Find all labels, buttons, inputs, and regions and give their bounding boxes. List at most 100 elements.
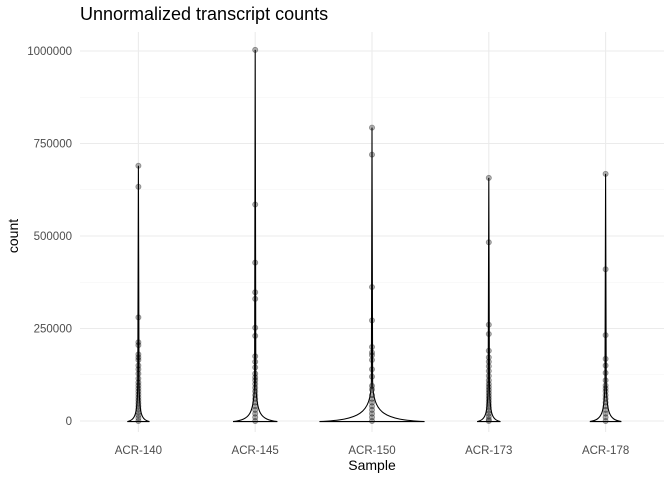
y-axis-title: count — [5, 219, 21, 253]
data-point — [368, 399, 375, 406]
data-point — [368, 151, 375, 158]
data-point — [135, 370, 142, 377]
data-point — [485, 331, 492, 338]
data-point — [252, 417, 259, 424]
data-point — [135, 356, 142, 363]
data-point — [485, 358, 492, 365]
data-point — [368, 343, 375, 350]
data-point — [368, 349, 375, 356]
chart-title: Unnormalized transcript counts — [80, 4, 328, 24]
x-axis-title: Sample — [348, 457, 396, 473]
data-point — [135, 314, 142, 321]
data-point — [135, 397, 142, 404]
data-point — [252, 259, 259, 266]
data-point — [135, 403, 142, 410]
data-point — [602, 170, 609, 177]
data-point — [485, 174, 492, 181]
data-point — [135, 362, 142, 369]
data-point — [252, 380, 259, 387]
data-point — [252, 406, 259, 413]
data-point — [135, 354, 142, 361]
y-tick-label: 1000000 — [27, 46, 72, 58]
data-point — [602, 332, 609, 339]
data-point — [252, 374, 259, 381]
data-point — [602, 355, 609, 362]
data-points — [135, 46, 609, 424]
data-point — [485, 401, 492, 408]
data-point — [485, 377, 492, 384]
data-point — [368, 356, 375, 363]
data-point — [135, 385, 142, 392]
data-point — [252, 358, 259, 365]
data-point — [135, 391, 142, 398]
data-point — [252, 388, 259, 395]
data-point — [252, 384, 259, 391]
y-axis-tick-labels: 0 250000 500000 750000 1000000 — [27, 46, 72, 428]
data-point — [485, 372, 492, 379]
x-tick-label: ACR-140 — [115, 445, 162, 457]
data-point — [368, 410, 375, 417]
data-point — [485, 395, 492, 402]
data-point — [485, 404, 492, 411]
data-point — [602, 414, 609, 421]
data-point — [602, 403, 609, 410]
data-point — [252, 414, 259, 421]
data-point — [485, 413, 492, 420]
data-point — [368, 392, 375, 399]
data-point — [135, 409, 142, 416]
data-point — [368, 417, 375, 424]
data-point — [602, 406, 609, 413]
data-point — [135, 400, 142, 407]
x-tick-label: ACR-178 — [582, 445, 629, 457]
data-point — [602, 388, 609, 395]
data-point — [252, 392, 259, 399]
data-point — [368, 395, 375, 402]
data-point — [252, 399, 259, 406]
x-tick-label: ACR-145 — [232, 445, 279, 457]
data-point — [485, 392, 492, 399]
x-tick-label: ACR-173 — [465, 445, 512, 457]
data-point — [368, 124, 375, 131]
data-point — [485, 347, 492, 354]
data-point — [135, 388, 142, 395]
data-point — [252, 370, 259, 377]
data-point — [602, 369, 609, 376]
data-point — [252, 395, 259, 402]
y-tick-label: 250000 — [34, 324, 72, 336]
data-point — [485, 321, 492, 328]
data-point — [485, 410, 492, 417]
data-point — [602, 385, 609, 392]
data-point — [368, 382, 375, 389]
data-point — [135, 162, 142, 169]
violin-acr-173 — [476, 177, 501, 423]
violin-acr-150 — [319, 127, 425, 423]
data-point — [485, 380, 492, 387]
violins — [127, 49, 622, 423]
data-point — [135, 375, 142, 382]
data-point — [252, 332, 259, 339]
data-point — [135, 366, 142, 373]
data-point — [602, 399, 609, 406]
data-point — [368, 317, 375, 324]
data-point — [368, 352, 375, 359]
data-point — [368, 406, 375, 413]
x-axis-tick-labels: ACR-140 ACR-145 ACR-150 ACR-173 ACR-178 — [115, 445, 630, 457]
data-point — [252, 324, 259, 331]
data-point — [252, 364, 259, 371]
data-point — [368, 366, 375, 373]
data-point — [485, 386, 492, 393]
data-point — [602, 266, 609, 273]
data-point — [135, 415, 142, 422]
data-point — [485, 416, 492, 423]
data-point — [252, 377, 259, 384]
data-point — [135, 412, 142, 419]
data-point — [368, 414, 375, 421]
y-tick-label: 0 — [66, 416, 72, 428]
data-point — [135, 382, 142, 389]
data-point — [485, 398, 492, 405]
data-point — [485, 239, 492, 246]
data-point — [135, 183, 142, 190]
violin-acr-178 — [589, 173, 622, 423]
data-point — [252, 289, 259, 296]
y-tick-label: 500000 — [34, 231, 72, 243]
